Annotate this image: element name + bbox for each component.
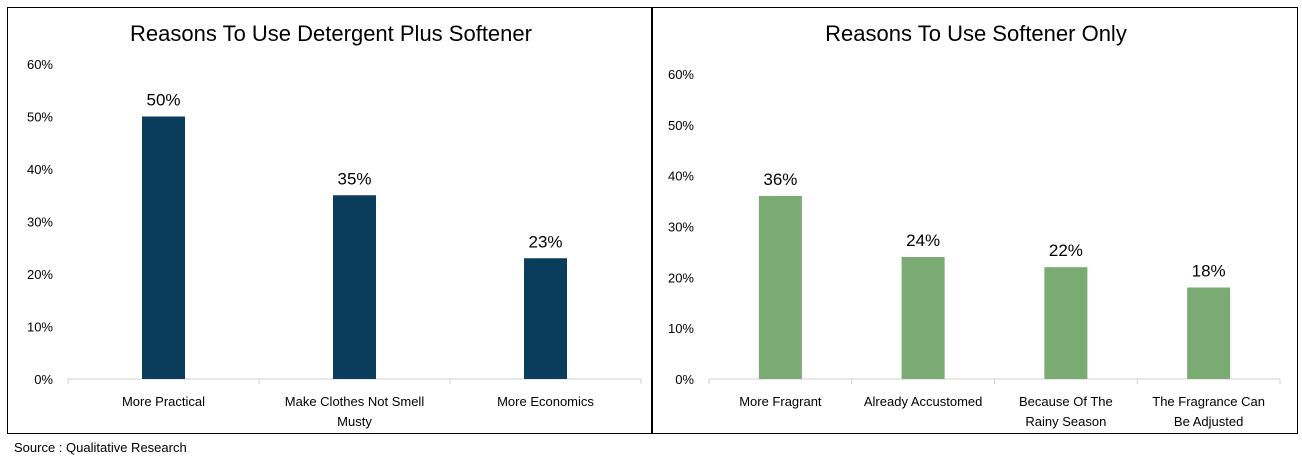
right-y-tick-label: 60% [668, 67, 694, 82]
right-y-tick-label: 10% [668, 321, 694, 336]
left-data-label: 35% [337, 169, 371, 188]
right-data-label: 36% [763, 170, 797, 189]
left-y-tick-label: 10% [27, 320, 53, 335]
right-y-tick-label: 40% [668, 169, 694, 184]
right-data-label: 24% [906, 231, 940, 250]
left-data-label: 23% [528, 232, 562, 251]
left-bar [333, 195, 376, 379]
right-bar [1044, 267, 1088, 379]
right-data-label: 18% [1192, 262, 1226, 281]
right-bar-chart: Reasons To Use Softener Only 0% 10% 20% 30% 4… [668, 21, 1281, 429]
left-y-tick-label: 30% [27, 215, 53, 230]
left-bar [524, 258, 567, 379]
right-y-tick-label: 0% [675, 372, 694, 387]
right-category-label: The Fragrance Can Be Adjusted [1152, 394, 1265, 429]
right-bar [758, 196, 802, 379]
right-chart-panel: Reasons To Use Softener Only 0% 10% 20% 30% 4… [652, 7, 1298, 434]
left-bar [142, 116, 185, 379]
right-bar [1187, 287, 1231, 379]
left-y-tick-label: 0% [34, 372, 53, 387]
left-bar-chart: Reasons To Use Detergent Plus Softener 0%… [27, 21, 642, 429]
right-category-label: Already Accustomed [864, 394, 983, 409]
right-chart-title: Reasons To Use Softener Only [825, 21, 1127, 46]
left-y-tick-label: 60% [27, 57, 53, 72]
left-data-label: 50% [146, 91, 180, 110]
left-y-tick-label: 50% [27, 110, 53, 125]
right-y-tick-label: 30% [668, 220, 694, 235]
right-category-label: Because Of The Rainy Season [1019, 394, 1113, 429]
left-category-label: Make Clothes Not Smell Musty [285, 394, 425, 429]
right-y-tick-label: 50% [668, 118, 694, 133]
left-category-label: More Economics [497, 394, 594, 409]
left-y-tick-label: 40% [27, 162, 53, 177]
right-category-label: More Fragrant [739, 394, 822, 409]
left-y-tick-label: 20% [27, 267, 53, 282]
right-data-label: 22% [1049, 241, 1083, 260]
source-note: Source : Qualitative Research [14, 440, 187, 455]
right-y-tick-label: 20% [668, 270, 694, 285]
left-chart-title: Reasons To Use Detergent Plus Softener [130, 21, 532, 46]
left-category-label: More Practical [122, 394, 205, 409]
right-bar [901, 257, 945, 379]
left-chart-panel: Reasons To Use Detergent Plus Softener 0%… [7, 7, 652, 434]
